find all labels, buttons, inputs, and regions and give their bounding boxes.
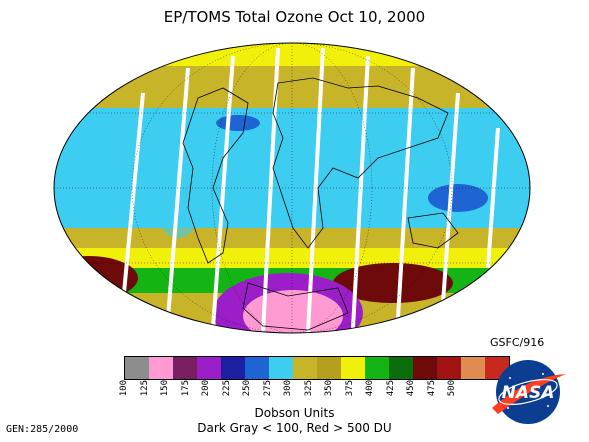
region-blue-b xyxy=(216,115,260,131)
color-swatch xyxy=(149,357,173,379)
color-bar xyxy=(124,356,510,380)
tick-label: 500 xyxy=(447,380,457,397)
generation-label: GEN:285/2000 xyxy=(6,424,79,435)
color-swatch xyxy=(365,357,389,379)
ozone-map xyxy=(53,42,531,334)
coastlines xyxy=(182,77,459,331)
color-swatch xyxy=(317,357,341,379)
range-note: Dark Gray < 100, Red > 500 DU xyxy=(197,421,392,435)
ozone-hole-core xyxy=(243,290,343,333)
color-swatch xyxy=(437,357,461,379)
color-swatch xyxy=(125,357,149,379)
color-swatch xyxy=(461,357,485,379)
credit-label: GSFC/916 xyxy=(490,336,545,349)
high-ozone-region-east xyxy=(333,263,453,303)
color-swatch xyxy=(269,357,293,379)
orbit-gaps xyxy=(121,47,500,333)
color-swatch xyxy=(197,357,221,379)
color-swatch xyxy=(173,357,197,379)
map-outline xyxy=(53,42,531,334)
svg-text:NASA: NASA xyxy=(502,383,555,403)
color-swatch xyxy=(389,357,413,379)
color-swatch xyxy=(413,357,437,379)
nasa-logo-icon: NASA xyxy=(492,360,566,424)
graticule xyxy=(54,43,530,333)
units-label: Dobson Units xyxy=(254,406,335,420)
color-swatch xyxy=(293,357,317,379)
color-swatch xyxy=(221,357,245,379)
map-title: EP/TOMS Total Ozone Oct 10, 2000 xyxy=(163,8,426,26)
color-swatch xyxy=(341,357,365,379)
color-bar-ticks: 100 125 150 175 200 225 250 275 300 325 350 375 400 4… xyxy=(119,380,464,404)
region-blue-a xyxy=(428,184,488,212)
color-swatch xyxy=(245,357,269,379)
